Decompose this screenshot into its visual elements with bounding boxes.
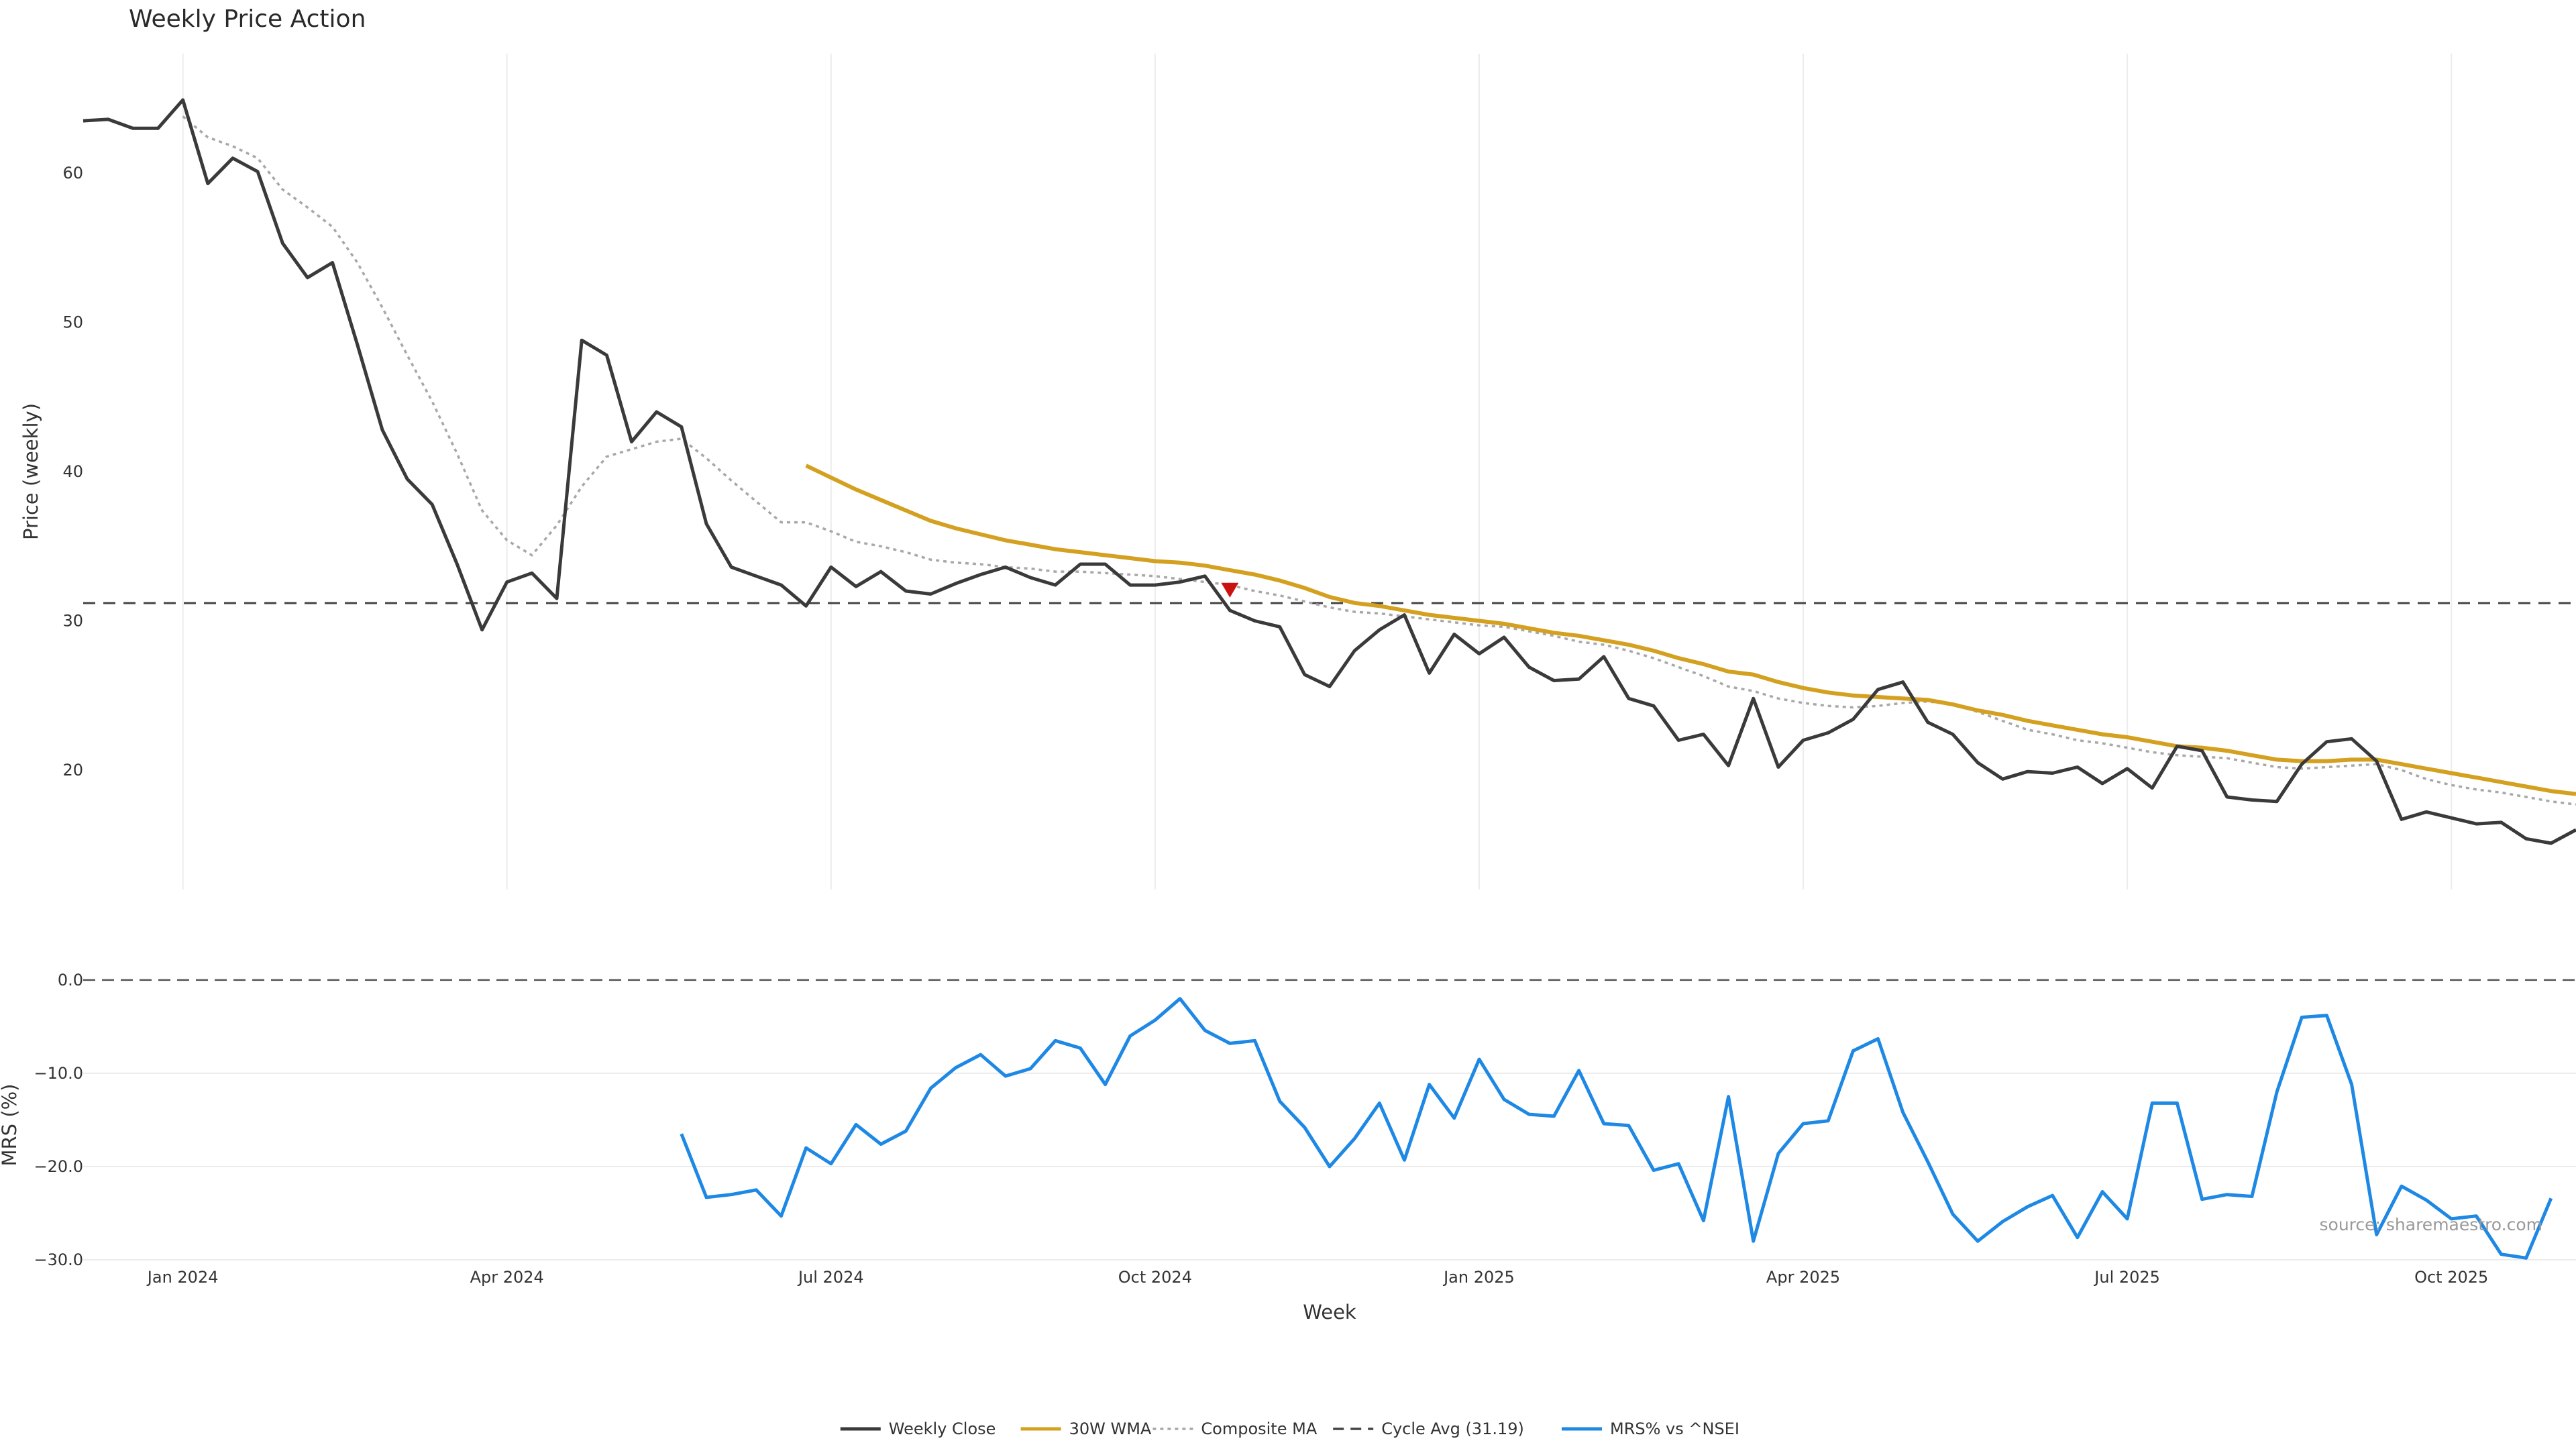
- legend-item: Cycle Avg (31.19): [1333, 1419, 1524, 1438]
- mrs-y-axis-title: MRS (%): [0, 1084, 21, 1167]
- mrs-y-tick-label: −30.0: [34, 1250, 83, 1269]
- price-y-tick-label: 50: [62, 313, 83, 332]
- legend-label: 30W WMA: [1069, 1419, 1152, 1438]
- x-tick-label: Jan 2024: [146, 1268, 219, 1287]
- mrs-y-tick-label: −10.0: [34, 1064, 83, 1083]
- wma-30w-line: [805, 464, 2576, 796]
- x-tick-label: Jul 2025: [2093, 1268, 2160, 1287]
- legend-label: MRS% vs ^NSEI: [1610, 1419, 1739, 1438]
- x-tick-label: Apr 2024: [470, 1268, 544, 1287]
- weekly-close-line: [83, 98, 2576, 845]
- price-vertical-gridlines: [182, 54, 2453, 890]
- price-y-tick-label: 40: [62, 462, 83, 481]
- x-axis-title: Week: [1303, 1301, 1356, 1324]
- x-axis-ticks: Jan 2024 Apr 2024 Jul 2024 Oct 2024 Jan 2025…: [146, 1268, 2489, 1287]
- price-y-tick-label: 30: [62, 612, 83, 631]
- mrs-y-tick-label: −20.0: [34, 1157, 83, 1176]
- price-y-tick-label: 20: [62, 761, 83, 780]
- x-tick-label: Jul 2024: [797, 1268, 864, 1287]
- x-tick-label: Jan 2025: [1442, 1268, 1515, 1287]
- legend-item: Weekly Close: [840, 1419, 996, 1438]
- legend-item: 30W WMA: [1020, 1419, 1152, 1438]
- x-tick-label: Apr 2025: [1766, 1268, 1840, 1287]
- legend-item: Composite MA: [1152, 1419, 1318, 1438]
- price-y-axis-ticks: 20 30 40 50 60: [62, 164, 83, 780]
- x-tick-label: Oct 2024: [1118, 1268, 1192, 1287]
- legend: Weekly Close 30W WMA Composite MA Cycle Avg…: [840, 1419, 1739, 1438]
- mrs-y-axis-ticks: 0.0 −10.0 −20.0 −30.0: [34, 971, 83, 1269]
- price-y-tick-label: 60: [62, 164, 83, 182]
- chart-title: Weekly Price Action: [129, 5, 366, 33]
- legend-label: Composite MA: [1201, 1419, 1317, 1438]
- mrs-line: [680, 997, 2553, 1260]
- x-tick-label: Oct 2025: [2414, 1268, 2488, 1287]
- mrs-y-tick-label: 0.0: [58, 971, 83, 989]
- legend-item: MRS% vs ^NSEI: [1562, 1419, 1739, 1438]
- down-triangle-marker: [1221, 582, 1239, 598]
- source-label: source: sharemaestro.com: [2320, 1215, 2543, 1234]
- price-y-axis-title: Price (weekly): [19, 403, 42, 540]
- legend-label: Weekly Close: [889, 1419, 996, 1438]
- legend-label: Cycle Avg (31.19): [1381, 1419, 1524, 1438]
- composite-ma-line: [182, 115, 2576, 806]
